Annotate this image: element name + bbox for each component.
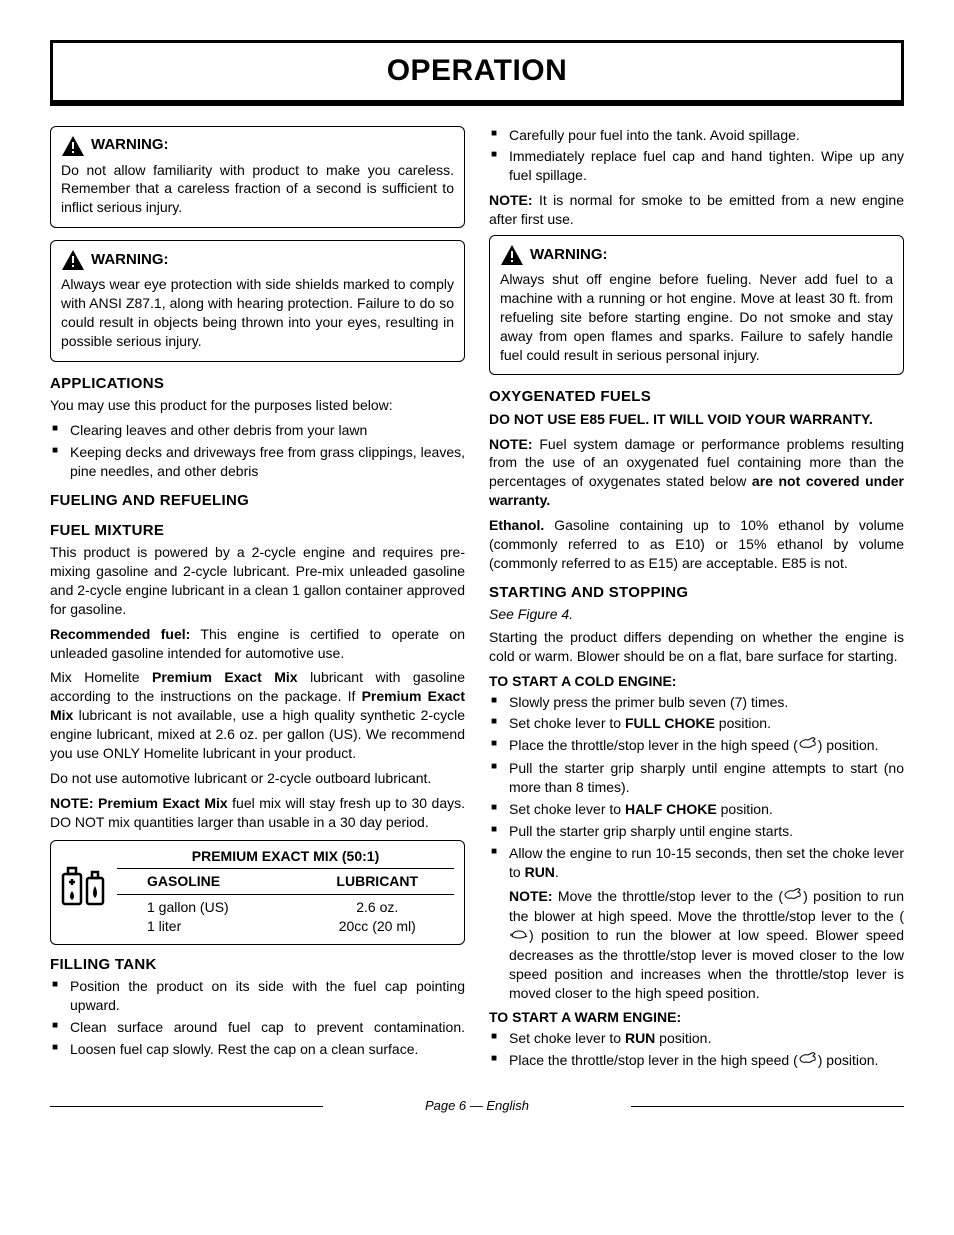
turtle-low-speed-icon — [509, 926, 529, 945]
mix-table-row: 1 gallon (US) 2.6 oz. — [117, 898, 454, 917]
warning-text: Always shut off engine before fueling. N… — [500, 271, 893, 363]
fuel-mixture-heading: FUEL MIXTURE — [50, 521, 465, 541]
mixture-p1: This product is powered by a 2-cycle eng… — [50, 543, 465, 619]
list-item: Pull the starter grip sharply until engi… — [489, 822, 904, 841]
mix-col-lubricant: LUBRICANT — [301, 872, 455, 891]
list-item: Allow the engine to run 10-15 seconds, t… — [489, 844, 904, 882]
warning-box-2: WARNING: Always wear eye protection with… — [50, 240, 465, 362]
mix-table-row: 1 liter 20cc (20 ml) — [117, 917, 454, 936]
list-item: Place the throttle/stop lever in the hig… — [489, 736, 904, 756]
list-item: Immediately replace fuel cap and hand ti… — [489, 147, 904, 185]
filling-tank-heading: FILLING TANK — [50, 955, 465, 975]
warning-triangle-icon — [61, 249, 85, 271]
warning-label: WARNING: — [91, 250, 169, 270]
applications-list: Clearing leaves and other debris from yo… — [50, 421, 465, 481]
warning-box-3: WARNING: Always shut off engine before f… — [489, 235, 904, 375]
rabbit-high-speed-icon — [783, 887, 803, 906]
list-item: Clean surface around fuel cap to prevent… — [50, 1018, 465, 1037]
rabbit-high-speed-icon — [798, 1051, 818, 1070]
cold-note: NOTE: Move the throttle/stop lever to th… — [489, 887, 904, 1002]
right-column: Carefully pour fuel into the tank. Avoid… — [489, 126, 904, 1078]
mixture-p3: Mix Homelite Premium Exact Mix lubricant… — [50, 668, 465, 762]
fueling-heading: FUELING AND REFUELING — [50, 491, 465, 511]
applications-heading: APPLICATIONS — [50, 374, 465, 394]
mix-cell: 1 gallon (US) — [117, 898, 301, 917]
oxy-ethanol: Ethanol. Gasoline containing up to 10% e… — [489, 516, 904, 573]
warning-triangle-icon — [61, 135, 85, 157]
note-smoke: NOTE: It is normal for smoke to be emitt… — [489, 191, 904, 229]
mix-table-title: PREMIUM EXACT MIX (50:1) — [117, 847, 454, 870]
warm-start-list: Set choke lever to RUN position. Place t… — [489, 1029, 904, 1071]
page-title-bar: OPERATION — [50, 40, 904, 106]
warning-text: Always wear eye protection with side shi… — [61, 276, 454, 349]
applications-intro: You may use this product for the purpose… — [50, 396, 465, 415]
warm-engine-heading: TO START A WARM ENGINE: — [489, 1008, 904, 1027]
mix-table-header-row: GASOLINE LUBRICANT — [117, 872, 454, 895]
list-item: Set choke lever to RUN position. — [489, 1029, 904, 1048]
warning-header: WARNING: — [500, 244, 893, 266]
warning-header: WARNING: — [61, 249, 454, 271]
list-item: Set choke lever to HALF CHOKE position. — [489, 800, 904, 819]
fuel-mix-icon — [61, 864, 107, 919]
cold-engine-heading: TO START A COLD ENGINE: — [489, 672, 904, 691]
warning-label: WARNING: — [530, 245, 608, 265]
filling-list: Position the product on its side with th… — [50, 977, 465, 1059]
list-item: Carefully pour fuel into the tank. Avoid… — [489, 126, 904, 145]
warning-label: WARNING: — [91, 135, 169, 155]
mix-ratio-table: PREMIUM EXACT MIX (50:1) GASOLINE LUBRIC… — [50, 840, 465, 946]
oxygenated-fuels-heading: OXYGENATED FUELS — [489, 387, 904, 407]
list-item: Place the throttle/stop lever in the hig… — [489, 1051, 904, 1071]
list-item: Loosen fuel cap slowly. Rest the cap on … — [50, 1040, 465, 1059]
page-title: OPERATION — [53, 51, 901, 92]
cold-start-list: Slowly press the primer bulb seven (7) t… — [489, 693, 904, 882]
warning-header: WARNING: — [61, 135, 454, 157]
mixture-p4: Do not use automotive lubricant or 2-cyc… — [50, 769, 465, 788]
list-item: Position the product on its side with th… — [50, 977, 465, 1015]
list-item: Pull the starter grip sharply until engi… — [489, 759, 904, 797]
start-intro: Starting the product differs depending o… — [489, 628, 904, 666]
warning-text: Do not allow familiarity with product to… — [61, 162, 454, 216]
list-item: Keeping decks and driveways free from gr… — [50, 443, 465, 481]
content-columns: WARNING: Do not allow familiarity with p… — [50, 126, 904, 1078]
rabbit-high-speed-icon — [798, 736, 818, 755]
see-figure-ref: See Figure 4. — [489, 605, 904, 624]
mixture-p5: NOTE: Premium Exact Mix fuel mix will st… — [50, 794, 465, 832]
oxy-note: NOTE: Fuel system damage or performance … — [489, 435, 904, 511]
oxy-warranty-bold: DO NOT USE E85 FUEL. IT WILL VOID YOUR W… — [489, 410, 904, 429]
list-item: Set choke lever to FULL CHOKE position. — [489, 714, 904, 733]
warning-box-1: WARNING: Do not allow familiarity with p… — [50, 126, 465, 229]
mix-col-gasoline: GASOLINE — [117, 872, 301, 891]
starting-stopping-heading: STARTING AND STOPPING — [489, 583, 904, 603]
list-item: Clearing leaves and other debris from yo… — [50, 421, 465, 440]
mix-cell: 20cc (20 ml) — [301, 917, 455, 936]
warning-triangle-icon — [500, 244, 524, 266]
mix-cell: 2.6 oz. — [301, 898, 455, 917]
mixture-p2: Recommended fuel: This engine is certifi… — [50, 625, 465, 663]
filling-list-continued: Carefully pour fuel into the tank. Avoid… — [489, 126, 904, 186]
left-column: WARNING: Do not allow familiarity with p… — [50, 126, 465, 1078]
mix-cell: 1 liter — [117, 917, 301, 936]
list-item: Slowly press the primer bulb seven (7) t… — [489, 693, 904, 712]
mix-table-content: PREMIUM EXACT MIX (50:1) GASOLINE LUBRIC… — [117, 847, 454, 937]
page-footer: Page 6 — English — [50, 1097, 904, 1115]
